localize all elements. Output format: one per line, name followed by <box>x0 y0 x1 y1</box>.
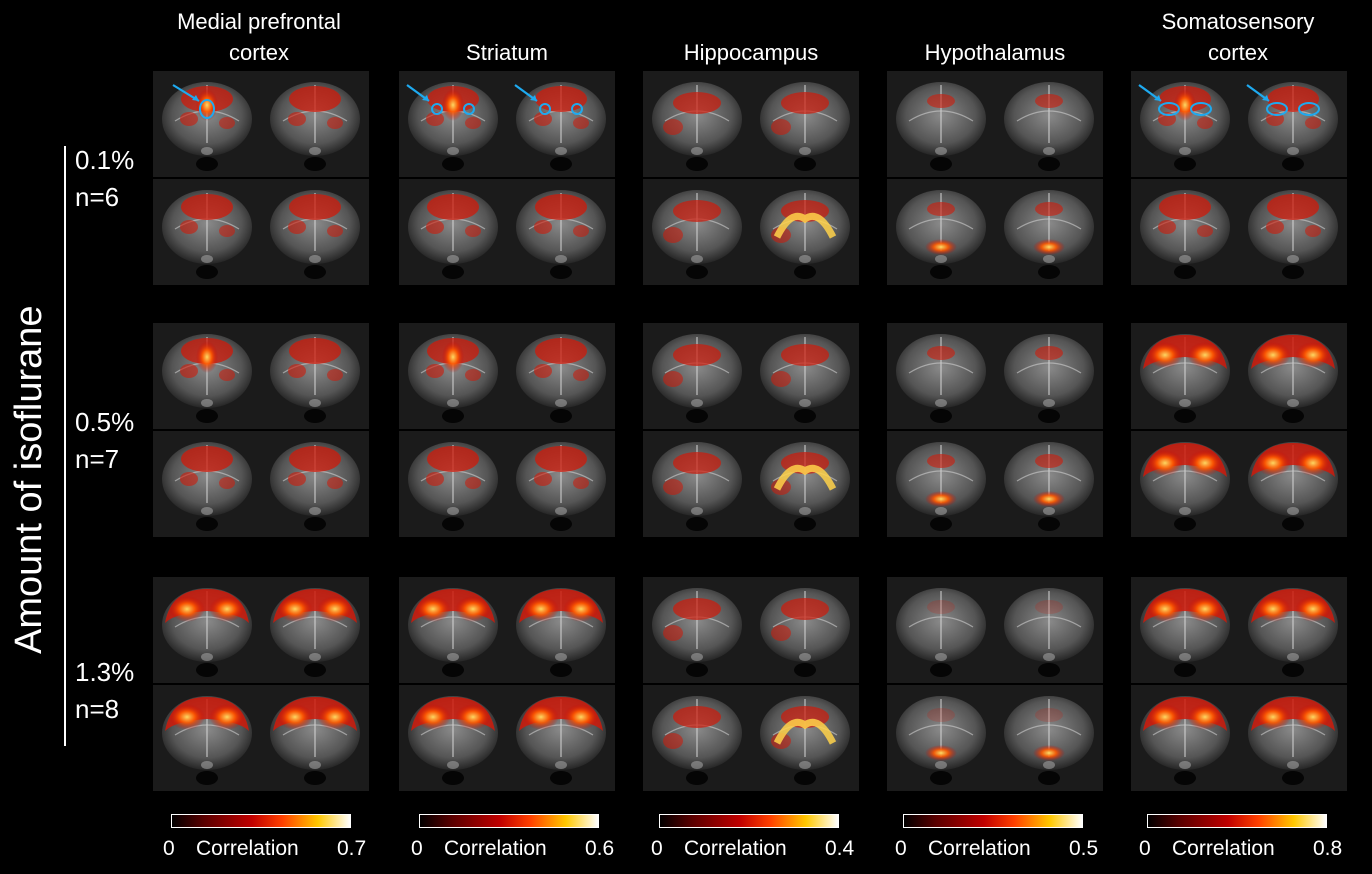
brain-slice-image <box>399 323 507 429</box>
brain-slice-image <box>153 577 261 683</box>
colorbar-title: Correlation <box>928 837 1031 860</box>
brain-slice-image <box>507 577 615 683</box>
brain-slice-image <box>643 577 751 683</box>
brain-slice-image <box>261 431 369 537</box>
colorbar-title: Correlation <box>684 837 787 860</box>
colorbar-title: Correlation <box>444 837 547 860</box>
colorbar <box>903 814 1083 828</box>
brain-slice-image <box>153 685 261 791</box>
brain-slice-image <box>507 323 615 429</box>
brain-slice-image <box>995 179 1103 285</box>
dose-n: n=7 <box>75 444 120 474</box>
brain-slice-image <box>153 71 261 177</box>
brain-slice-image <box>1239 71 1347 177</box>
brain-slice-image <box>399 577 507 683</box>
dose-percent: 0.1% <box>75 145 135 175</box>
brain-slice-image <box>995 577 1103 683</box>
brain-slice-image <box>995 431 1103 537</box>
brain-slice-image <box>399 431 507 537</box>
brain-slice-image <box>887 179 995 285</box>
region-title: Medial prefrontal <box>177 9 341 34</box>
colorbar-min-label: 0 <box>651 837 663 860</box>
brain-slice-image <box>1239 577 1347 683</box>
brain-slice-image <box>887 71 995 177</box>
brain-slice-image <box>643 323 751 429</box>
brain-slice-image <box>751 323 859 429</box>
region-title: Hippocampus <box>683 40 819 65</box>
brain-slice-image <box>399 685 507 791</box>
colorbar <box>1147 814 1327 828</box>
brain-slice-image <box>261 577 369 683</box>
colorbar <box>659 814 839 828</box>
brain-slice-image <box>261 179 369 285</box>
brain-slice-image <box>153 323 261 429</box>
brain-slice-image <box>507 179 615 285</box>
brain-slice-image <box>995 323 1103 429</box>
colorbar-min-label: 0 <box>1139 837 1151 860</box>
region-title: Somatosensory <box>1161 9 1315 34</box>
y-axis-line <box>64 146 66 746</box>
brain-slice-image <box>1131 431 1239 537</box>
brain-slice-image <box>1239 323 1347 429</box>
brain-slice-image <box>261 323 369 429</box>
brain-slice-image <box>643 685 751 791</box>
brain-slice-image <box>887 577 995 683</box>
colorbar <box>419 814 599 828</box>
brain-slice-image <box>1131 577 1239 683</box>
brain-slice-image <box>887 431 995 537</box>
brain-slice-image <box>643 179 751 285</box>
brain-slice-image <box>643 71 751 177</box>
brain-slice-image <box>1131 71 1239 177</box>
colorbar <box>171 814 351 828</box>
brain-slice-image <box>261 685 369 791</box>
colorbar-min-label: 0 <box>163 837 175 860</box>
colorbar-title: Correlation <box>196 837 299 860</box>
brain-slice-image <box>751 685 859 791</box>
brain-slice-image <box>153 179 261 285</box>
region-title: Hypothalamus <box>924 40 1066 65</box>
brain-slice-image <box>751 71 859 177</box>
brain-slice-image <box>1239 431 1347 537</box>
brain-slice-image <box>507 71 615 177</box>
dose-percent: 0.5% <box>75 407 135 437</box>
region-title: cortex <box>229 40 289 65</box>
brain-slice-image <box>887 685 995 791</box>
region-title: cortex <box>1208 40 1268 65</box>
dose-n: n=8 <box>75 694 120 724</box>
brain-slice-image <box>751 577 859 683</box>
brain-slice-image <box>643 431 751 537</box>
dose-n: n=6 <box>75 182 120 212</box>
brain-slice-image <box>261 71 369 177</box>
brain-slice-image <box>995 71 1103 177</box>
brain-slice-image <box>1131 179 1239 285</box>
brain-slice-image <box>1131 323 1239 429</box>
dose-percent: 1.3% <box>75 657 135 687</box>
brain-slice-image <box>995 685 1103 791</box>
colorbar-max-label: 0.7 <box>337 837 367 860</box>
brain-slice-image <box>399 71 507 177</box>
brain-slice-image <box>399 179 507 285</box>
brain-slice-image <box>507 431 615 537</box>
region-title: Striatum <box>466 40 548 65</box>
colorbar-max-label: 0.8 <box>1313 837 1343 860</box>
colorbar-max-label: 0.5 <box>1069 837 1099 860</box>
brain-slice-image <box>887 323 995 429</box>
brain-slice-image <box>1239 179 1347 285</box>
brain-slice-image <box>153 431 261 537</box>
colorbar-min-label: 0 <box>411 837 423 860</box>
colorbar-max-label: 0.4 <box>825 837 855 860</box>
brain-slice-image <box>1239 685 1347 791</box>
brain-slice-image <box>1131 685 1239 791</box>
colorbar-min-label: 0 <box>895 837 907 860</box>
brain-slice-image <box>751 179 859 285</box>
colorbar-max-label: 0.6 <box>585 837 615 860</box>
brain-slice-image <box>751 431 859 537</box>
colorbar-title: Correlation <box>1172 837 1275 860</box>
brain-slice-image <box>507 685 615 791</box>
